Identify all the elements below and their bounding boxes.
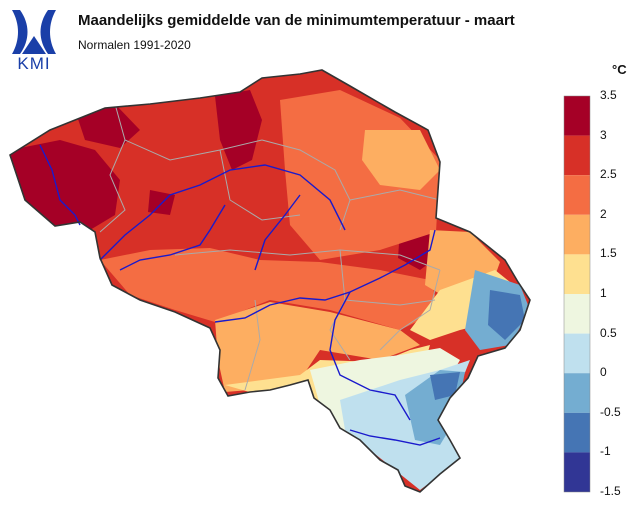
legend-swatch <box>564 96 590 136</box>
legend-swatch <box>564 412 590 453</box>
legend-swatch <box>564 254 590 294</box>
legend-tick-label: 0.5 <box>600 325 617 340</box>
logo-text: KMI <box>17 54 51 73</box>
legend-tick-label: 3.5 <box>600 88 617 102</box>
legend-frame <box>563 95 591 493</box>
belgium-temperature-map <box>9 69 531 493</box>
legend-swatch <box>564 214 590 255</box>
legend-swatch <box>564 452 590 492</box>
kmi-logo <box>12 10 56 54</box>
legend-tick-label: 2.5 <box>600 167 617 182</box>
map-title: Maandelijks gemiddelde van de minimumtem… <box>78 12 515 29</box>
legend-tick-label: -1 <box>600 444 611 459</box>
zone-3.5-west <box>10 140 120 230</box>
legend-tick-label: -1.5 <box>600 484 621 498</box>
legend-tick-label: 1.5 <box>600 246 617 261</box>
legend-swatch <box>564 175 590 215</box>
legend-tick-label: 1 <box>600 286 607 300</box>
zone-3.5-north <box>215 90 262 170</box>
legend-boxes <box>563 95 591 493</box>
legend-unit: °C <box>612 62 627 77</box>
belgium-outline <box>9 69 531 493</box>
rivers <box>39 144 441 446</box>
map-subtitle: Normalen 1991-2020 <box>78 38 191 52</box>
legend-tick-label: 2 <box>600 206 607 221</box>
legend-tick-label: 3 <box>600 127 607 142</box>
legend-tick-label: -0.5 <box>600 404 621 419</box>
zone-minus0.5-0-ardennes <box>430 372 460 400</box>
zone-2-2.5-south <box>215 302 420 392</box>
legend-swatch <box>564 135 590 176</box>
zone-2.5-3-central <box>100 248 440 330</box>
legend-swatch <box>564 333 590 374</box>
zone-minus0.5-0-hautes-fagnes <box>488 290 525 340</box>
legend-swatch <box>564 373 590 413</box>
legend-tick-label: 0 <box>600 365 607 380</box>
zone-2-2.5-campine <box>362 130 440 190</box>
legend-swatch <box>564 294 590 334</box>
